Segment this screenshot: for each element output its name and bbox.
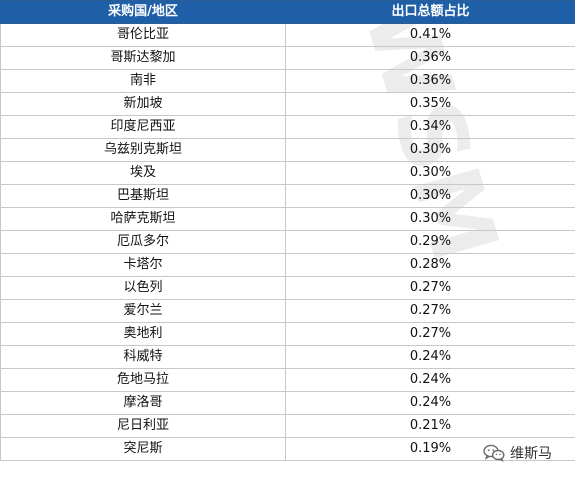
table-row: 印度尼西亚 0.34% <box>0 115 575 139</box>
wechat-icon <box>483 444 505 462</box>
cell-country: 哈萨克斯坦 <box>0 207 286 231</box>
table-row: 哥斯达黎加 0.36% <box>0 46 575 70</box>
table-row: 新加坡 0.35% <box>0 92 575 116</box>
table-row: 哥伦比亚 0.41% <box>0 23 575 47</box>
cell-export-share: 0.29% <box>285 230 575 254</box>
cell-country: 科威特 <box>0 345 286 369</box>
table-row: 奥地利 0.27% <box>0 322 575 346</box>
cell-country: 危地马拉 <box>0 368 286 392</box>
table-header-row: 采购国/地区 出口总额占比 <box>0 0 575 24</box>
cell-export-share: 0.30% <box>285 138 575 162</box>
cell-export-share: 0.27% <box>285 276 575 300</box>
header-export-share: 出口总额占比 <box>285 0 575 24</box>
cell-export-share: 0.34% <box>285 115 575 139</box>
cell-export-share: 0.19% <box>285 437 575 461</box>
cell-country: 印度尼西亚 <box>0 115 286 139</box>
table-row: 摩洛哥 0.24% <box>0 391 575 415</box>
cell-country: 巴基斯坦 <box>0 184 286 208</box>
cell-export-share: 0.30% <box>285 207 575 231</box>
wechat-watermark-badge: 维斯马 <box>483 441 552 465</box>
table-row: 尼日利亚 0.21% <box>0 414 575 438</box>
table-row: 南非 0.36% <box>0 69 575 93</box>
table-row: 哈萨克斯坦 0.30% <box>0 207 575 231</box>
table-row: 爱尔兰 0.27% <box>0 299 575 323</box>
table-body: 哥伦比亚 0.41% 哥斯达黎加 0.36% 南非 0.36% 新加坡 0.35% 印度尼西亚 0… <box>0 23 575 461</box>
cell-export-share: 0.28% <box>285 253 575 277</box>
cell-export-share: 0.24% <box>285 345 575 369</box>
table-row: 卡塔尔 0.28% <box>0 253 575 277</box>
cell-country: 新加坡 <box>0 92 286 116</box>
cell-country: 哥伦比亚 <box>0 23 286 47</box>
cell-country: 爱尔兰 <box>0 299 286 323</box>
watermark-brand-text: 维斯马 <box>510 446 552 462</box>
table-row: 以色列 0.27% <box>0 276 575 300</box>
cell-country: 乌兹别克斯坦 <box>0 138 286 162</box>
cell-country: 哥斯达黎加 <box>0 46 286 70</box>
export-share-table: 采购国/地区 出口总额占比 哥伦比亚 0.41% 哥斯达黎加 0.36% 南非 0.36%… <box>0 0 575 461</box>
table-row: 危地马拉 0.24% <box>0 368 575 392</box>
cell-country: 突尼斯 <box>0 437 286 461</box>
cell-export-share: 0.24% <box>285 391 575 415</box>
cell-country: 摩洛哥 <box>0 391 286 415</box>
table-row: 突尼斯 0.19% <box>0 437 575 461</box>
cell-country: 奥地利 <box>0 322 286 346</box>
table-row: 巴基斯坦 0.30% <box>0 184 575 208</box>
cell-export-share: 0.21% <box>285 414 575 438</box>
cell-country: 以色列 <box>0 276 286 300</box>
cell-country: 尼日利亚 <box>0 414 286 438</box>
cell-export-share: 0.30% <box>285 184 575 208</box>
cell-export-share: 0.27% <box>285 322 575 346</box>
cell-country: 埃及 <box>0 161 286 185</box>
cell-export-share: 0.24% <box>285 368 575 392</box>
cell-country: 厄瓜多尔 <box>0 230 286 254</box>
table-row: 科威特 0.24% <box>0 345 575 369</box>
table-row: 埃及 0.30% <box>0 161 575 185</box>
cell-country: 卡塔尔 <box>0 253 286 277</box>
cell-export-share: 0.36% <box>285 46 575 70</box>
cell-export-share: 0.35% <box>285 92 575 116</box>
header-country: 采购国/地区 <box>0 0 286 24</box>
cell-country: 南非 <box>0 69 286 93</box>
cell-export-share: 0.27% <box>285 299 575 323</box>
table-row: 厄瓜多尔 0.29% <box>0 230 575 254</box>
cell-export-share: 0.41% <box>285 23 575 47</box>
cell-export-share: 0.36% <box>285 69 575 93</box>
table-row: 乌兹别克斯坦 0.30% <box>0 138 575 162</box>
cell-export-share: 0.30% <box>285 161 575 185</box>
